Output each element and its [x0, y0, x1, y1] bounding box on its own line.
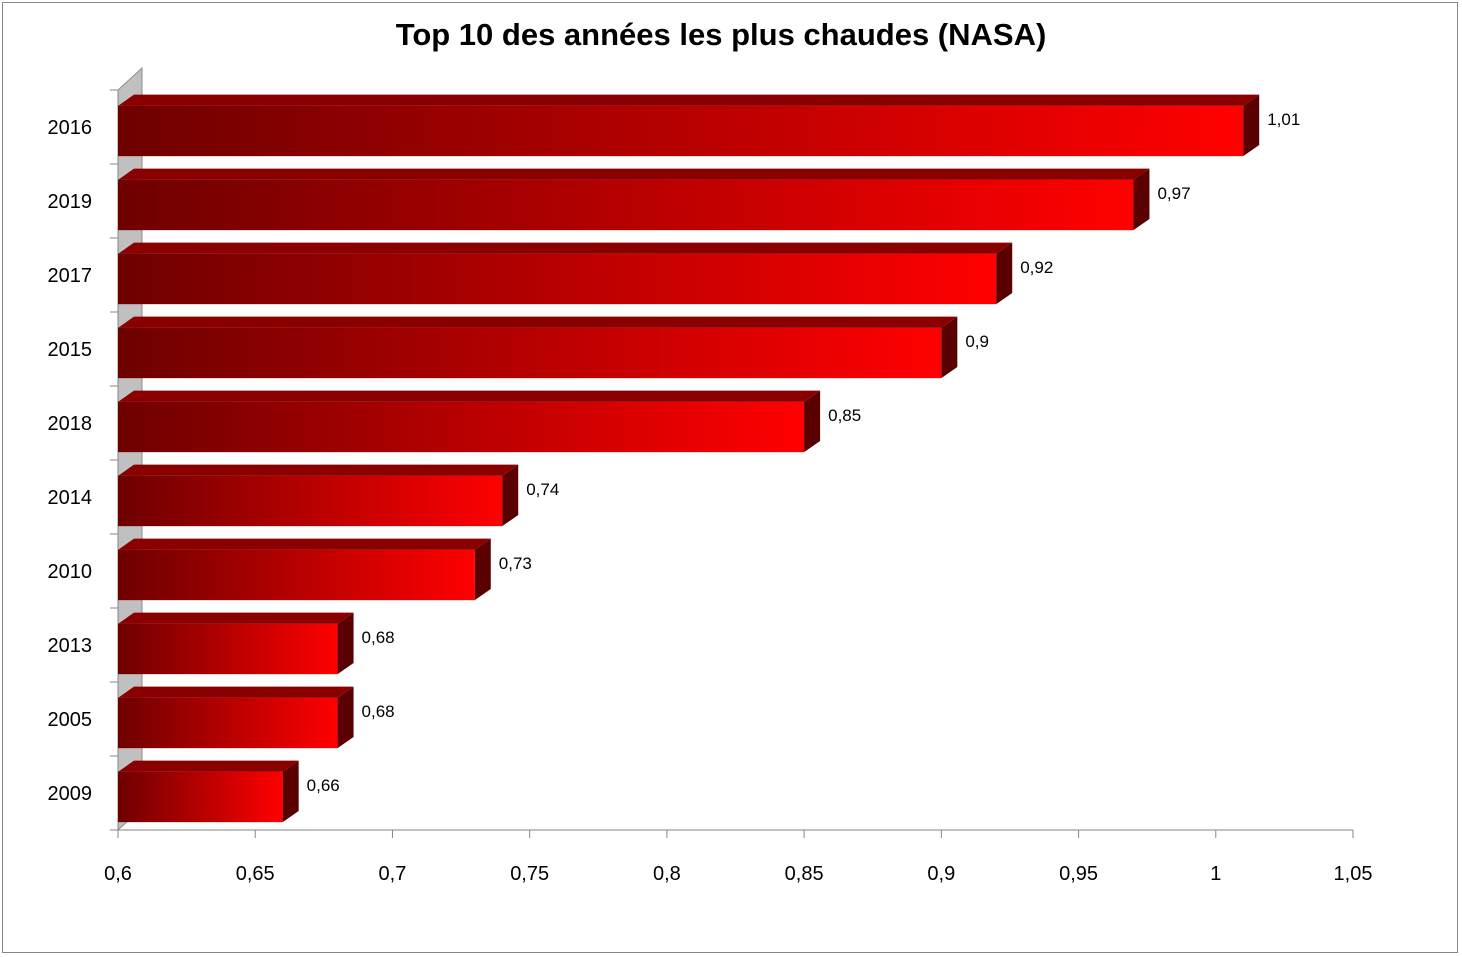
bar-side	[474, 538, 491, 601]
bar-top	[118, 242, 1013, 254]
bar-side	[941, 316, 958, 379]
x-tick-label: 1	[1210, 863, 1221, 885]
y-tick-label: 2013	[48, 635, 93, 657]
bar-side	[282, 760, 299, 823]
bar-front	[118, 179, 1134, 231]
y-tick-label: 2014	[48, 487, 93, 509]
y-tick-label: 2016	[48, 117, 93, 139]
bar-front	[118, 327, 942, 379]
y-tick-label: 2017	[48, 265, 93, 287]
bar-top	[118, 94, 1260, 106]
y-tick-label: 2010	[48, 561, 93, 583]
bar-top	[118, 168, 1150, 180]
x-tick-label: 0,9	[927, 863, 955, 885]
x-tick-label: 0,8	[653, 863, 681, 885]
x-tick-label: 0,75	[510, 863, 549, 885]
x-tick-label: 0,6	[104, 863, 132, 885]
x-tick-label: 0,95	[1059, 863, 1098, 885]
y-tick-label: 2019	[48, 191, 93, 213]
bar-front	[118, 771, 283, 823]
chart-title: Top 10 des années les plus chaudes (NASA…	[395, 17, 1047, 52]
data-label: 0,85	[828, 406, 861, 425]
bar-side	[502, 464, 519, 527]
bar-front	[118, 549, 475, 601]
bar	[118, 168, 1150, 231]
bar-top	[118, 612, 354, 624]
bar-side	[1243, 94, 1260, 157]
bar	[118, 686, 354, 749]
data-label: 0,9	[965, 332, 989, 351]
y-tick-label: 2009	[48, 783, 93, 805]
bar-front	[118, 401, 805, 453]
y-tick-label: 2015	[48, 339, 93, 361]
bar-top	[118, 316, 958, 328]
x-tick-label: 1,05	[1334, 863, 1373, 885]
data-label: 0,68	[362, 702, 395, 721]
bar	[118, 538, 491, 601]
bar-side	[996, 242, 1013, 305]
bar-side	[804, 390, 821, 453]
bar	[118, 760, 299, 823]
x-tick-label: 0,7	[379, 863, 407, 885]
data-label: 0,66	[307, 776, 340, 795]
data-label: 0,73	[499, 554, 532, 573]
bar-top	[118, 760, 299, 772]
bar-top	[118, 464, 519, 476]
bar-top	[118, 538, 491, 550]
bar	[118, 94, 1260, 157]
bar-front	[118, 697, 338, 749]
bar-front	[118, 623, 338, 675]
bar-front	[118, 105, 1244, 157]
bar	[118, 390, 821, 453]
data-label: 0,97	[1157, 184, 1190, 203]
data-label: 0,68	[362, 628, 395, 647]
y-tick-label: 2018	[48, 413, 93, 435]
data-label: 0,92	[1020, 258, 1053, 277]
bar-front	[118, 475, 503, 527]
bar	[118, 242, 1013, 305]
y-tick-label: 2005	[48, 709, 93, 731]
bar-front	[118, 253, 997, 305]
data-label: 1,01	[1267, 110, 1300, 129]
bar-side	[1133, 168, 1150, 231]
x-tick-label: 0,85	[785, 863, 824, 885]
bar-side	[337, 612, 354, 675]
bar	[118, 612, 354, 675]
bar-top	[118, 686, 354, 698]
bar-side	[337, 686, 354, 749]
bar	[118, 464, 519, 527]
bar-top	[118, 390, 821, 402]
x-tick-label: 0,65	[236, 863, 275, 885]
data-label: 0,74	[526, 480, 559, 499]
bar	[118, 316, 958, 379]
